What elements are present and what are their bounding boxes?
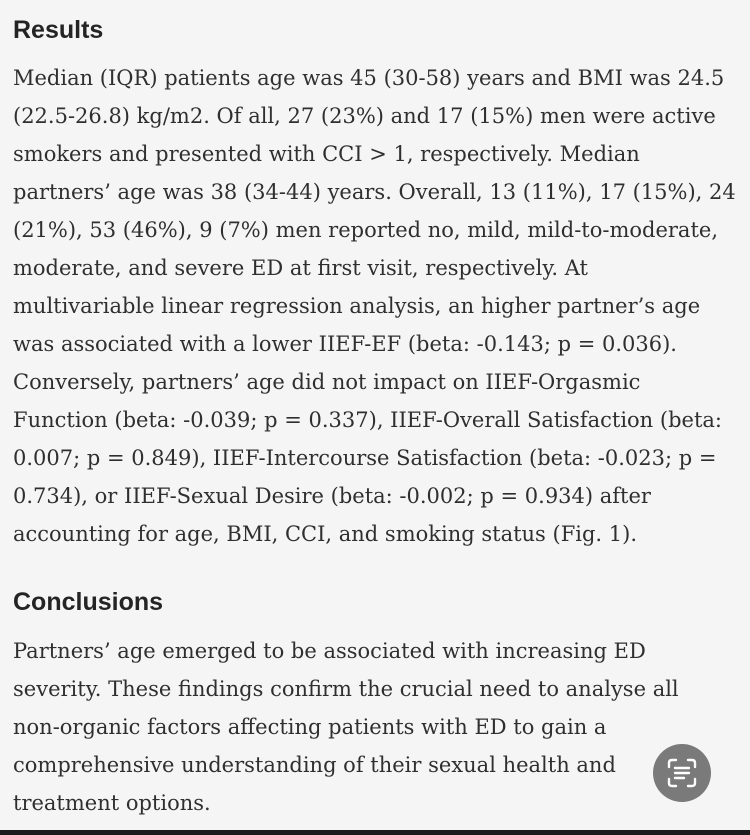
results-paragraph: Median (IQR) patients age was 45 (30-58)… — [13, 59, 741, 553]
text-scan-button[interactable] — [653, 744, 711, 802]
conclusions-line: comprehensive understanding of their sex… — [13, 753, 616, 777]
results-line: moderate, and severe ED at first visit, … — [13, 256, 588, 280]
results-line: was associated with a lower IIEF-EF (bet… — [13, 332, 677, 356]
results-line: accounting for age, BMI, CCI, and smokin… — [13, 522, 638, 546]
results-line: 0.007; p = 0.849), IIEF-Intercourse Sati… — [13, 446, 717, 470]
results-line: (21%), 53 (46%), 9 (7%) men reported no,… — [13, 218, 718, 242]
text-scan-icon — [667, 758, 697, 788]
conclusions-line: non-organic factors affecting patients w… — [13, 715, 607, 739]
conclusions-paragraph: Partners’ age emerged to be associated w… — [13, 632, 741, 822]
results-heading: Results — [13, 16, 104, 44]
conclusions-line: treatment options. — [13, 791, 211, 815]
results-line: Function (beta: -0.039; p = 0.337), IIEF… — [13, 408, 722, 432]
conclusions-line: severity. These findings confirm the cru… — [13, 677, 679, 701]
conclusions-line: Partners’ age emerged to be associated w… — [13, 639, 646, 663]
conclusions-heading: Conclusions — [13, 588, 164, 616]
results-line: Median (IQR) patients age was 45 (30-58)… — [13, 66, 725, 90]
results-line: partners’ age was 38 (34-44) years. Over… — [13, 180, 736, 204]
results-line: Conversely, partners’ age did not impact… — [13, 370, 641, 394]
results-line: smokers and presented with CCI > 1, resp… — [13, 142, 640, 166]
results-line: multivariable linear regression analysis… — [13, 294, 701, 318]
results-line: 0.734), or IIEF-Sexual Desire (beta: -0.… — [13, 484, 651, 508]
results-line: (22.5-26.8) kg/m2. Of all, 27 (23%) and … — [13, 104, 716, 128]
bottom-edge-bar — [0, 830, 750, 835]
